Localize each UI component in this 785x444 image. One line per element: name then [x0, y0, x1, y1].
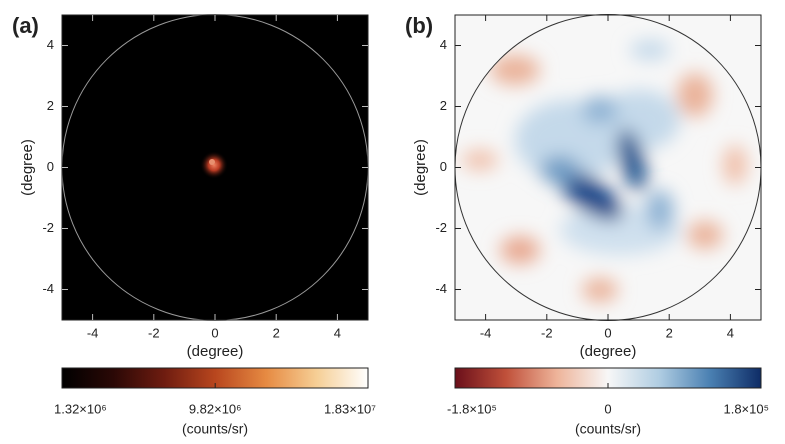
y-tick-label: -2 — [435, 220, 447, 235]
x-axis-label: (degree) — [187, 343, 244, 360]
source-glow — [200, 151, 228, 179]
blob — [462, 150, 498, 170]
figure: -4 -2 0 2 4 -4 -2 0 2 4 (degree) (degree) (a) 1.32×10… — [0, 0, 785, 439]
y-tick-label: 4 — [440, 37, 447, 52]
x-tick-label: -2 — [148, 325, 160, 340]
y-tick-label: 0 — [440, 159, 447, 174]
panel-label: (a) — [12, 13, 39, 38]
y-tick-label: -4 — [42, 281, 54, 296]
colorbar-tick-label: 0 — [604, 401, 611, 416]
panel-label: (b) — [405, 13, 433, 38]
blob — [540, 156, 580, 184]
x-tick-label: -4 — [480, 325, 492, 340]
x-tick-label: -4 — [87, 325, 99, 340]
blob — [630, 40, 670, 60]
x-tick-label: 0 — [211, 325, 218, 340]
colorbar-tick-label: 1.8×10⁵ — [723, 401, 769, 416]
y-axis-label: (degree) — [19, 139, 36, 196]
x-tick-label: 4 — [334, 325, 341, 340]
colorbar-label: (counts/sr) — [575, 421, 641, 437]
x-tick-label: -2 — [541, 325, 553, 340]
blob — [582, 278, 618, 302]
colorbar-tick-label: 1.83×10⁷ — [324, 401, 376, 416]
y-tick-label: -2 — [42, 220, 54, 235]
x-tick-label: 2 — [666, 325, 673, 340]
y-axis-label: (degree) — [412, 139, 429, 196]
x-axis-label: (degree) — [580, 343, 637, 360]
colorbar-tick-label: 9.82×10⁶ — [189, 401, 242, 416]
y-tick-label: 4 — [47, 37, 54, 52]
x-tick-label: 2 — [273, 325, 280, 340]
colorbar-tick-label: 1.32×10⁶ — [54, 401, 107, 416]
y-tick-label: 2 — [440, 98, 447, 113]
blob — [677, 73, 713, 117]
blob — [500, 236, 540, 264]
blob — [687, 221, 723, 249]
x-tick-label: 0 — [604, 325, 611, 340]
blob — [582, 96, 618, 124]
y-tick-label: 2 — [47, 98, 54, 113]
y-tick-label: 0 — [47, 159, 54, 174]
blob — [723, 145, 747, 185]
image-a — [200, 151, 228, 179]
y-tick-label: -4 — [435, 281, 447, 296]
blob — [646, 190, 674, 230]
colorbar-label: (counts/sr) — [182, 421, 248, 437]
colorbar-tick-label: -1.8×10⁵ — [447, 401, 497, 416]
x-tick-label: 4 — [727, 325, 734, 340]
source-core — [209, 159, 215, 165]
